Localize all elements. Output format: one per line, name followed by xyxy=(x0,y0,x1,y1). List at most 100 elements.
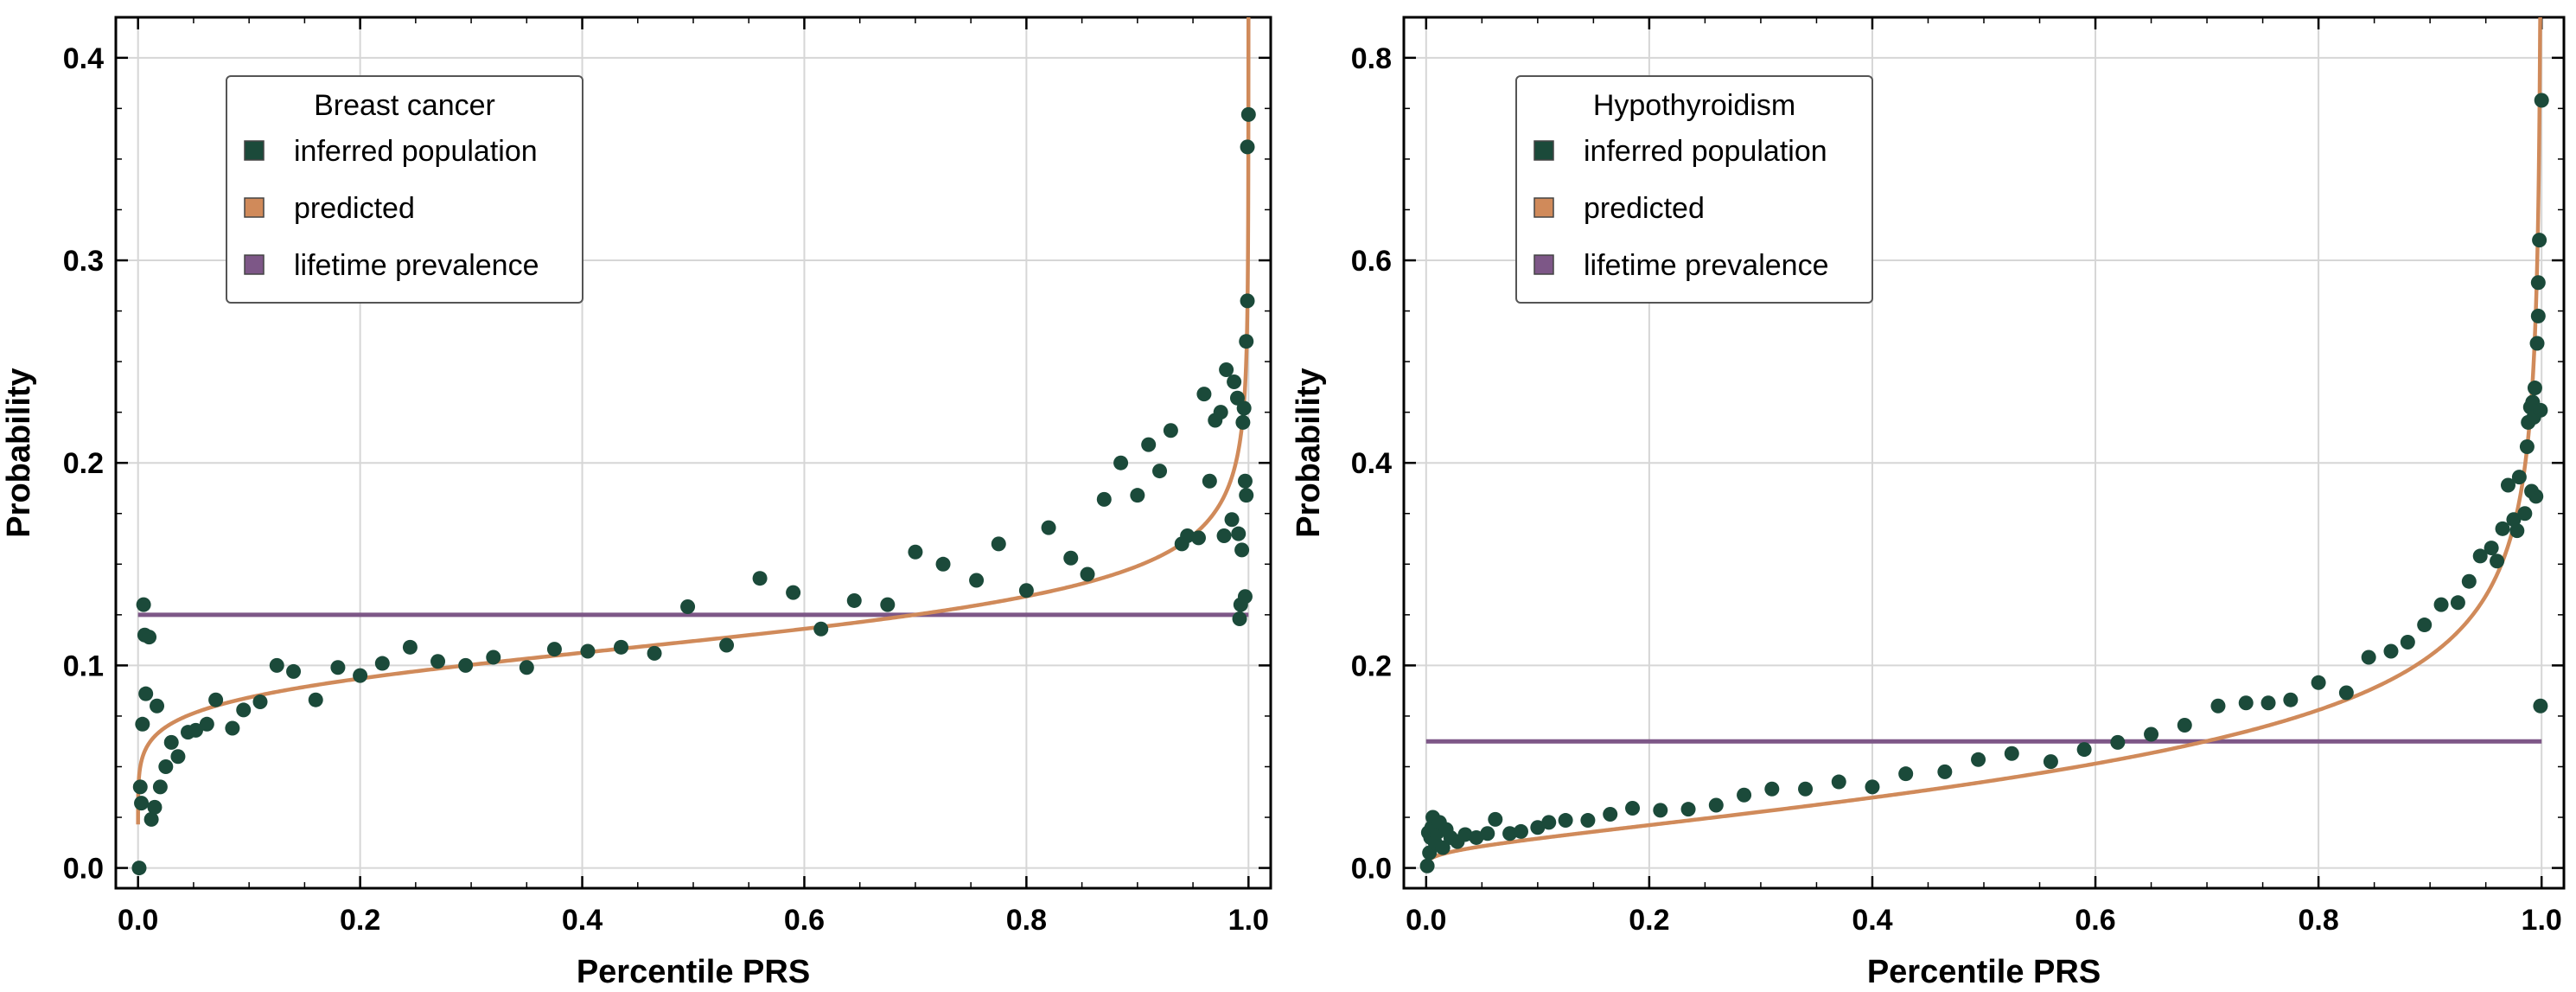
legend-swatch-predicted xyxy=(1533,197,1554,218)
x-tick-label: 1.0 xyxy=(2522,904,2562,937)
inferred-point xyxy=(680,598,696,614)
legend-box xyxy=(1515,75,1873,304)
inferred-point xyxy=(2177,717,2192,733)
inferred-point xyxy=(991,536,1006,552)
inferred-point xyxy=(142,630,157,645)
inferred-point xyxy=(813,621,829,637)
predicted-curve xyxy=(1424,17,2542,867)
legend-swatch-inferred xyxy=(1533,140,1554,161)
inferred-point xyxy=(330,660,346,675)
inferred-point xyxy=(2532,233,2547,248)
y-tick-label: 0.1 xyxy=(63,650,104,682)
inferred-point xyxy=(1937,764,1953,779)
inferred-point xyxy=(2417,618,2433,633)
legend-swatch-prevalence xyxy=(1533,254,1554,275)
inferred-point xyxy=(2210,698,2226,714)
inferred-point xyxy=(546,642,562,657)
inferred-point xyxy=(1232,611,1247,627)
inferred-point xyxy=(1231,526,1247,541)
y-axis-label: Probability xyxy=(1,368,37,537)
legend-swatch-predicted xyxy=(244,197,265,218)
x-tick-label: 1.0 xyxy=(1228,904,1269,937)
inferred-point xyxy=(580,643,596,659)
inferred-point xyxy=(1239,334,1254,349)
y-tick-label: 0.3 xyxy=(63,245,104,278)
inferred-point xyxy=(2110,734,2126,750)
chart-panel-1: 0.0 0.2 0.4 0.6 0.8 1.0 0.0 0.1 0.2 0.3 0.4 Percent… xyxy=(1,16,1272,990)
inferred-point xyxy=(2490,554,2505,569)
inferred-point xyxy=(2311,675,2326,690)
inferred-point xyxy=(2529,336,2545,351)
legend-label: predicted xyxy=(294,192,415,225)
legend-label: predicted xyxy=(1584,192,1705,225)
inferred-point xyxy=(269,657,284,673)
inferred-point xyxy=(131,861,147,876)
inferred-point xyxy=(1558,813,1573,829)
plot-area xyxy=(1419,17,2549,874)
inferred-point xyxy=(225,720,240,736)
inferred-point xyxy=(1831,774,1846,790)
inferred-point xyxy=(1191,530,1206,546)
inferred-point xyxy=(2530,308,2546,323)
y-tick-label: 0.8 xyxy=(1351,42,1392,75)
inferred-point xyxy=(1180,528,1196,544)
inferred-point xyxy=(1141,437,1157,452)
inferred-point xyxy=(1488,811,1503,827)
inferred-point xyxy=(786,585,801,600)
inferred-point xyxy=(138,686,154,701)
inferred-point xyxy=(1080,566,1095,582)
inferred-point xyxy=(1469,829,1484,845)
x-tick-label: 0.6 xyxy=(784,904,825,937)
plot-area xyxy=(131,17,1256,876)
y-tick-label: 0.4 xyxy=(1351,447,1392,480)
inferred-point xyxy=(353,668,368,683)
inferred-point xyxy=(1239,488,1254,503)
inferred-point xyxy=(2472,548,2488,564)
inferred-point xyxy=(1219,362,1234,377)
inferred-point xyxy=(1235,414,1251,430)
inferred-point xyxy=(2361,650,2376,665)
inferred-point xyxy=(1419,858,1435,874)
inferred-point xyxy=(374,656,390,671)
legend-title: Hypothyroidism xyxy=(1593,89,1795,122)
inferred-point xyxy=(1237,589,1253,605)
inferred-point xyxy=(1680,802,1696,817)
inferred-point xyxy=(647,645,662,661)
inferred-point xyxy=(308,692,323,707)
inferred-point xyxy=(1152,464,1168,479)
inferred-point xyxy=(2530,275,2546,291)
inferred-point xyxy=(2528,489,2544,504)
y-axis-label: Probability xyxy=(1291,368,1327,537)
inferred-point xyxy=(152,779,168,795)
inferred-point xyxy=(908,544,923,560)
inferred-point xyxy=(1603,807,1618,822)
y-tick-label: 0.2 xyxy=(1351,650,1392,682)
inferred-point xyxy=(1236,400,1252,416)
inferred-point xyxy=(486,650,501,665)
inferred-point xyxy=(1041,520,1056,535)
inferred-point xyxy=(519,660,534,675)
legend-swatch-prevalence xyxy=(244,254,265,275)
y-tick-label: 0.0 xyxy=(63,853,104,886)
inferred-point xyxy=(2461,573,2477,589)
inferred-point xyxy=(2534,93,2549,108)
inferred-point xyxy=(2004,746,2019,761)
inferred-point xyxy=(2450,595,2465,611)
inferred-point xyxy=(1240,139,1255,155)
inferred-point xyxy=(2533,698,2548,714)
inferred-point xyxy=(1708,797,1724,813)
inferred-point xyxy=(1018,583,1034,598)
inferred-point xyxy=(2509,523,2525,539)
inferred-point xyxy=(2500,477,2515,493)
inferred-point xyxy=(199,716,214,732)
inferred-point xyxy=(1798,781,1814,797)
inferred-point xyxy=(1096,491,1112,507)
inferred-point xyxy=(170,749,186,765)
inferred-point xyxy=(188,722,203,738)
inferred-point xyxy=(158,758,174,774)
y-tick-label: 0.0 xyxy=(1351,853,1392,886)
inferred-point xyxy=(458,657,474,673)
inferred-point xyxy=(1457,827,1473,842)
inferred-point xyxy=(1063,550,1079,566)
